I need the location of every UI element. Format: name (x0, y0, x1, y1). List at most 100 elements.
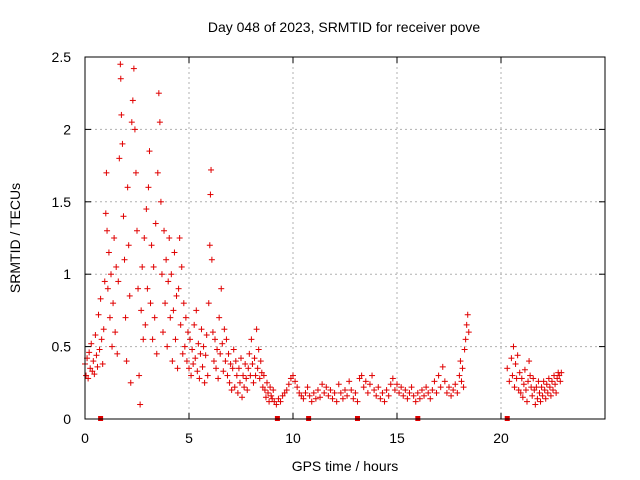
data-point (514, 352, 521, 359)
data-point (414, 389, 421, 396)
data-point (129, 97, 136, 104)
data-point (188, 372, 195, 379)
data-point (92, 332, 99, 339)
data-point (457, 358, 464, 365)
data-point (161, 227, 168, 234)
data-point (152, 220, 159, 227)
data-point (244, 387, 251, 394)
data-point (379, 389, 386, 396)
data-point (182, 314, 189, 321)
data-point (389, 375, 396, 382)
data-point (521, 366, 528, 373)
data-point (176, 235, 183, 241)
data-point (111, 235, 118, 241)
data-point (179, 350, 186, 357)
data-point (450, 387, 457, 394)
data-point (215, 375, 222, 382)
data-point (543, 381, 550, 388)
data-point (203, 332, 210, 339)
y-tick-label: 1.5 (52, 194, 72, 210)
data-point (540, 378, 547, 385)
data-point (174, 365, 181, 372)
data-point (346, 378, 353, 385)
data-point (358, 372, 365, 379)
data-point (425, 389, 432, 396)
data-point (150, 263, 157, 270)
data-point (381, 398, 388, 405)
data-point (228, 387, 235, 394)
data-point (118, 111, 125, 118)
data-point (261, 387, 268, 394)
data-point (410, 392, 417, 399)
data-point (273, 401, 280, 408)
data-point (209, 329, 216, 336)
data-point (178, 263, 185, 270)
data-point (308, 398, 315, 405)
data-point (166, 235, 173, 241)
data-point (249, 360, 256, 367)
data-point (522, 387, 529, 394)
data-point (181, 343, 188, 350)
data-point (126, 292, 133, 299)
data-point (352, 389, 359, 396)
data-point (227, 360, 234, 367)
data-point (423, 384, 430, 391)
data-point (509, 372, 516, 379)
data-point (342, 387, 348, 394)
data-point (144, 285, 151, 292)
y-tick-label: 0.5 (52, 339, 72, 355)
data-point (98, 336, 105, 343)
data-point (248, 336, 255, 343)
data-point (333, 398, 340, 405)
data-point (224, 372, 231, 379)
data-point (90, 358, 97, 365)
data-point (116, 155, 123, 162)
data-point (329, 395, 336, 402)
data-point (375, 384, 382, 391)
data-point (115, 278, 122, 285)
data-point (508, 355, 515, 362)
data-point (396, 389, 403, 396)
data-point (400, 392, 407, 399)
data-point (234, 389, 241, 396)
data-point (206, 242, 213, 249)
data-point (233, 372, 240, 379)
data-point (122, 314, 129, 321)
data-point (348, 387, 355, 394)
data-point (255, 346, 262, 353)
data-point (519, 394, 526, 401)
data-point (88, 340, 95, 347)
data-point (528, 384, 535, 391)
data-point (172, 336, 179, 343)
data-point (205, 300, 212, 307)
data-point (306, 392, 313, 399)
data-point (385, 392, 392, 399)
data-point (290, 372, 296, 379)
plot-frame (84, 56, 606, 420)
data-point (240, 372, 247, 379)
data-point (168, 271, 175, 278)
data-point (238, 355, 244, 362)
data-point (199, 363, 206, 370)
data-point (325, 392, 332, 399)
data-point (156, 119, 163, 126)
data-point (223, 336, 230, 343)
data-point (512, 360, 519, 367)
data-point (143, 206, 150, 213)
data-point (184, 329, 191, 336)
data-point (208, 256, 215, 263)
data-point (218, 285, 225, 292)
data-point (458, 378, 465, 385)
data-point (93, 352, 100, 359)
data-point (155, 90, 162, 97)
data-point (121, 256, 128, 263)
data-point (163, 256, 170, 263)
data-point (186, 365, 192, 372)
data-point (461, 346, 468, 353)
data-point (219, 340, 226, 347)
data-point (506, 378, 513, 385)
y-tick-label: 2 (63, 121, 71, 137)
data-point (465, 329, 472, 336)
data-point (536, 389, 543, 396)
data-point (180, 300, 187, 307)
